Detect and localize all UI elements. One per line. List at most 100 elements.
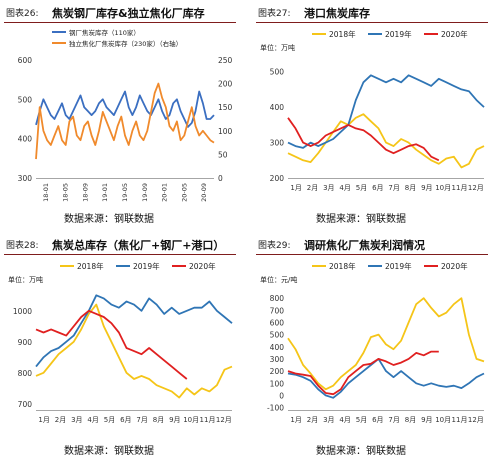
y-tick-label: 400 xyxy=(18,135,33,144)
series-line-2 xyxy=(287,74,485,149)
legend-entry: 2020年 xyxy=(441,261,468,271)
x-tick-label: 7月 xyxy=(388,184,399,192)
chart-title: 调研焦化厂焦炭利润情况 xyxy=(304,239,425,252)
legend-entry: 2019年 xyxy=(385,29,412,39)
chart-panel-total-coke-inventory: 图表28: 焦炭总库存（焦化厂+钢厂+港口） 2018年 2019年 2020年单位… xyxy=(4,234,242,462)
x-tick-label: 5月 xyxy=(356,416,367,424)
legend-entry: 独立焦化厂焦炭库存（230家）（右轴） xyxy=(69,39,182,48)
y-tick-label: 100 xyxy=(270,379,285,388)
y-tick-label: 300 xyxy=(270,139,285,148)
y-tick-label: 400 xyxy=(270,103,285,112)
data-source-label: 数据来源：钢联数据 xyxy=(316,214,406,225)
x-tick-label: 20-01 xyxy=(161,183,169,202)
y2-tick-label: 50 xyxy=(218,150,228,159)
x-tick-label: 6月 xyxy=(120,416,131,424)
x-tick-label: 11月 xyxy=(452,416,468,424)
x-tick-label: 8月 xyxy=(153,416,164,424)
series-line-3 xyxy=(287,350,439,396)
x-tick-label: 6月 xyxy=(372,184,383,192)
y-tick-label: 500 xyxy=(270,68,285,77)
y2-tick-label: 250 xyxy=(218,56,233,65)
y2-tick-label: 100 xyxy=(218,127,233,136)
x-tick-label: 1月 xyxy=(290,416,301,424)
legend-entry: 2018年 xyxy=(329,29,356,39)
unit-label: 单位：万吨 xyxy=(8,275,43,284)
data-source-label: 数据来源：钢联数据 xyxy=(316,446,406,457)
x-tick-label: 5月 xyxy=(104,416,115,424)
series-line-1 xyxy=(35,90,215,128)
x-tick-label: 12月 xyxy=(216,416,232,424)
y2-tick-label: 0 xyxy=(218,174,223,183)
x-tick-label: 8月 xyxy=(405,184,416,192)
chart-title: 港口焦炭库存 xyxy=(304,7,370,20)
chart-number-label: 图表28: xyxy=(6,241,39,251)
chart-number-label: 图表29: xyxy=(258,241,291,251)
chart-header: 图表27: 港口焦炭库存 xyxy=(256,4,488,23)
x-tick-label: 9月 xyxy=(169,416,180,424)
chart-title: 焦炭钢厂库存&独立焦化厂库存 xyxy=(52,7,205,20)
chart-legend: 2018年 2019年 2020年 xyxy=(312,29,468,39)
y-tick-label: 800 xyxy=(270,294,285,303)
legend-entry: 钢厂焦炭库存（110家） xyxy=(69,28,140,37)
x-tick-label: 10月 xyxy=(183,416,199,424)
series-line-3 xyxy=(35,309,188,380)
legend-entry: 2020年 xyxy=(189,261,216,271)
x-tick-label: 8月 xyxy=(405,416,416,424)
x-tick-label: 3月 xyxy=(323,184,334,192)
y2-tick-label: 150 xyxy=(218,103,233,112)
y-tick-label: 1000 xyxy=(13,307,32,316)
series-line-2 xyxy=(35,82,215,160)
x-tick-label: 9月 xyxy=(421,184,432,192)
data-source-label: 数据来源：钢联数据 xyxy=(64,214,154,225)
y-tick-label: 200 xyxy=(270,174,285,183)
x-tick-label: 18-09 xyxy=(81,183,89,202)
chart-legend: 2018年 2019年 2020年 xyxy=(60,261,216,271)
legend-entry: 2018年 xyxy=(77,261,104,271)
chart-panel-coking-profit: 图表29: 调研焦化厂焦炭利润情况 2018年 2019年 2020年 单位：元/吨 -… xyxy=(256,234,494,462)
y-tick-label: 400 xyxy=(270,343,285,352)
series-line-1 xyxy=(287,297,485,391)
x-tick-label: 4月 xyxy=(87,416,98,424)
x-tick-label: 19-01 xyxy=(101,183,109,202)
x-tick-label: 5月 xyxy=(356,184,367,192)
series-line-2 xyxy=(35,294,233,368)
chart-number-label: 图表27: xyxy=(258,9,291,19)
y-tick-label: 700 xyxy=(270,306,285,315)
y-tick-label: 800 xyxy=(18,369,33,378)
y-tick-label: 600 xyxy=(270,318,285,327)
y2-tick-label: 200 xyxy=(218,80,233,89)
series-line-1 xyxy=(35,303,233,399)
x-tick-label: 2月 xyxy=(55,416,66,424)
x-tick-label: 18-01 xyxy=(42,183,50,202)
x-tick-label: 19-05 xyxy=(121,183,129,202)
legend-entry: 2018年 xyxy=(329,261,356,271)
chart-header: 图表29: 调研焦化厂焦炭利润情况 xyxy=(256,236,488,255)
series-line-3 xyxy=(287,117,440,162)
chart-header: 图表26: 焦炭钢厂库存&独立焦化厂库存 xyxy=(4,4,236,23)
y-tick-label: 300 xyxy=(18,174,33,183)
data-source-label: 数据来源：钢联数据 xyxy=(64,446,154,457)
y-tick-label: 500 xyxy=(18,95,33,104)
y-tick-label: 0 xyxy=(279,391,284,400)
x-tick-label: 6月 xyxy=(372,416,383,424)
line-chart-steel-coke-inventory: 钢厂焦炭库存（110家）独立焦化厂焦炭库存（230家）（右轴）300400500… xyxy=(18,28,233,202)
legend-entry: 2019年 xyxy=(133,261,160,271)
x-tick-label: 4月 xyxy=(339,184,350,192)
chart-title: 焦炭总库存（焦化厂+钢厂+港口） xyxy=(52,239,225,252)
series-line-2 xyxy=(287,358,485,399)
x-tick-label: 11月 xyxy=(452,184,468,192)
legend-entry: 2019年 xyxy=(385,261,412,271)
x-tick-label: 10月 xyxy=(435,416,451,424)
x-tick-label: 3月 xyxy=(71,416,82,424)
x-tick-label: 2月 xyxy=(307,184,318,192)
x-tick-label: 20-05 xyxy=(180,183,188,202)
x-tick-label: 18-05 xyxy=(62,183,70,202)
x-tick-label: 12月 xyxy=(468,416,484,424)
y-tick-label: 200 xyxy=(270,367,285,376)
chart-number-label: 图表26: xyxy=(6,9,39,19)
chart-panel-steel-coke-inventory: 图表26: 焦炭钢厂库存&独立焦化厂库存 钢厂焦炭库存（110家） 独立焦化厂焦炭… xyxy=(4,2,242,230)
y-tick-label: 600 xyxy=(18,56,33,65)
